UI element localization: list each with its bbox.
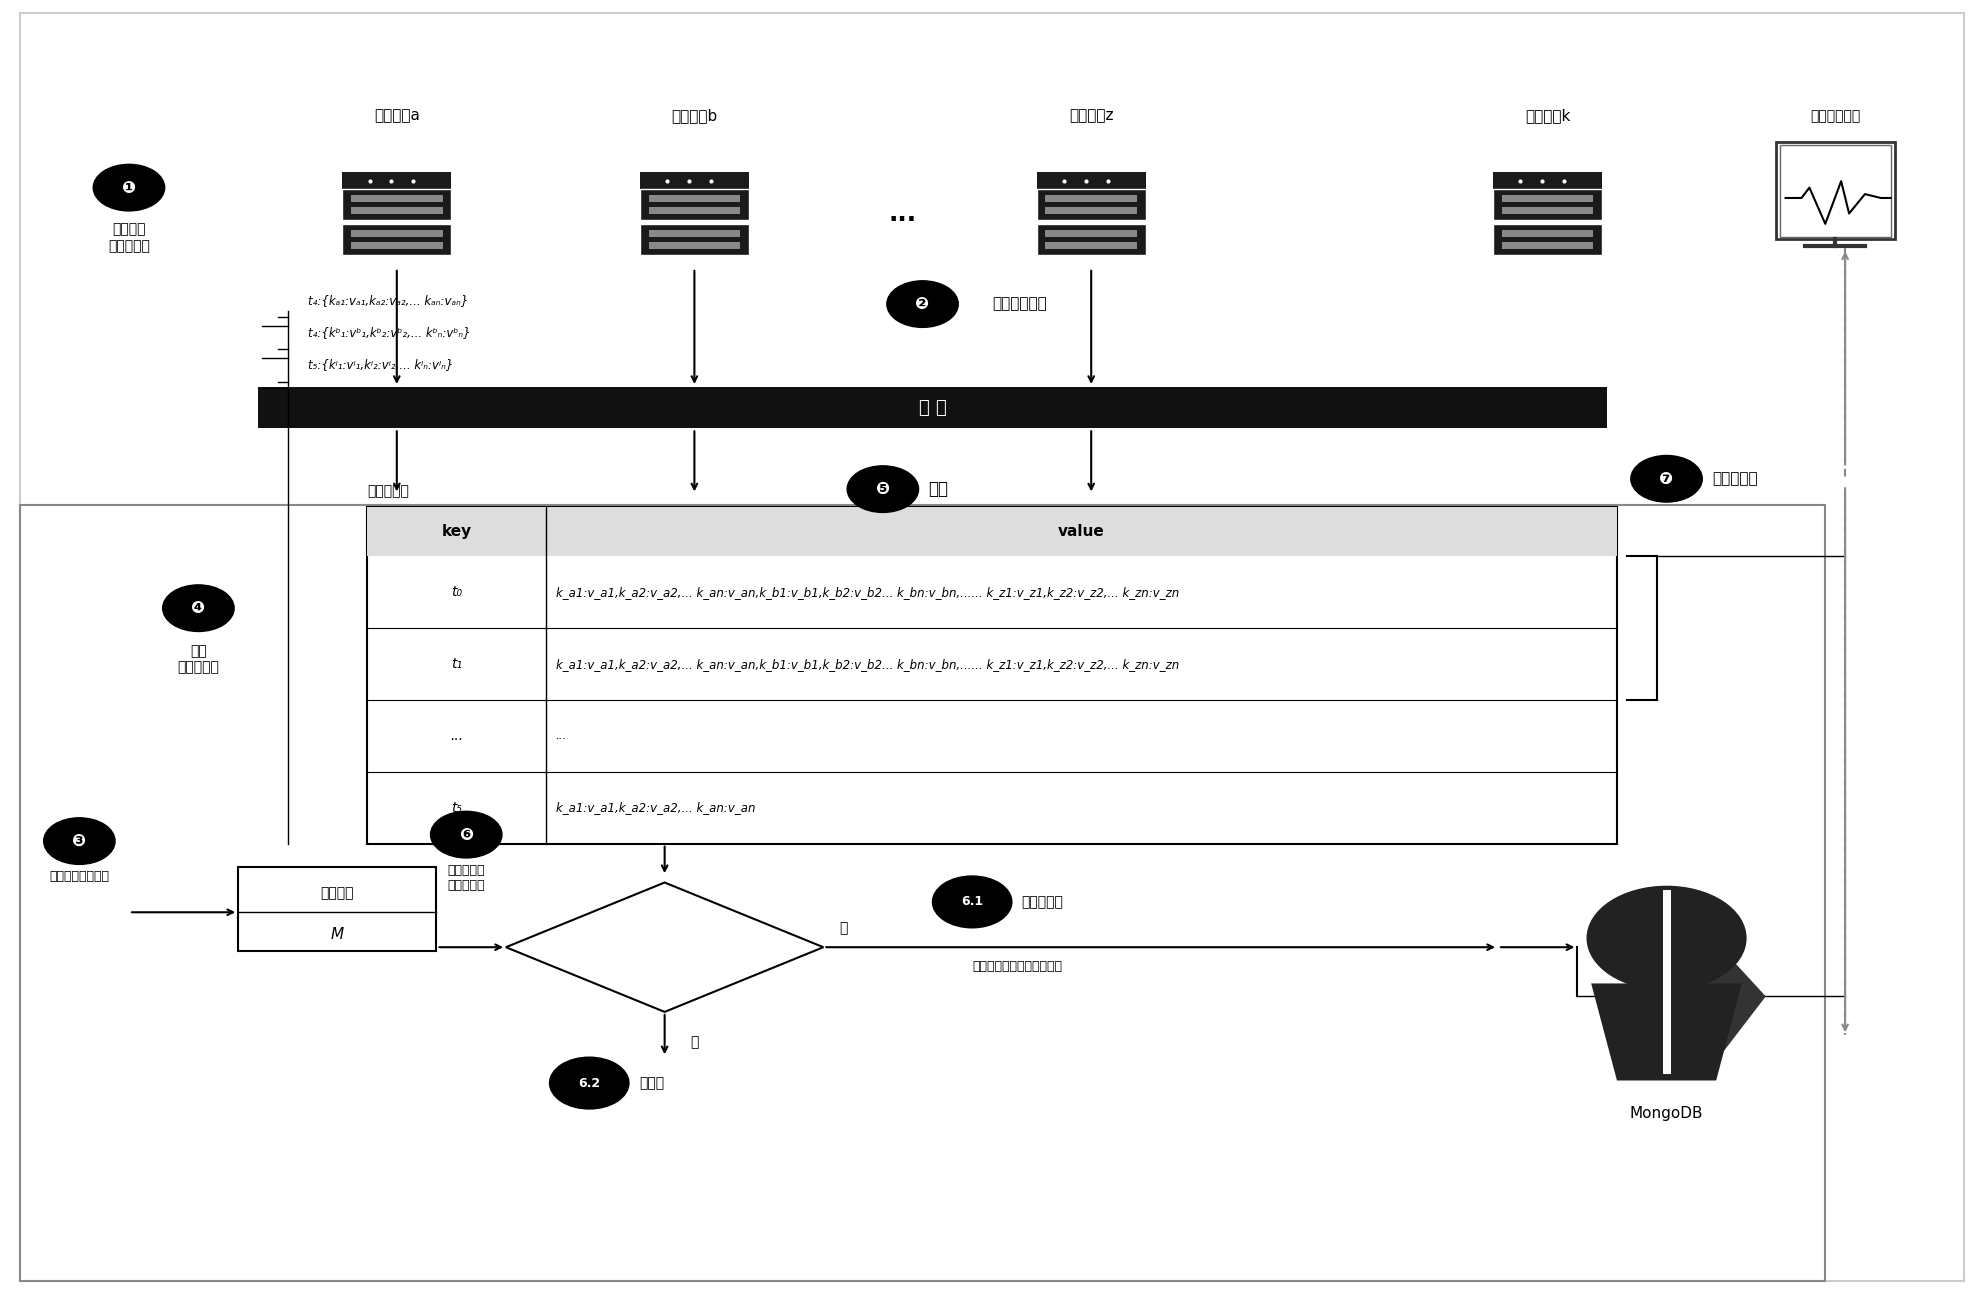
Text: t₅: t₅ bbox=[450, 801, 462, 815]
Polygon shape bbox=[1591, 983, 1742, 1080]
FancyBboxPatch shape bbox=[1502, 230, 1593, 237]
Text: value: value bbox=[1057, 524, 1105, 540]
FancyBboxPatch shape bbox=[1492, 189, 1603, 220]
Circle shape bbox=[44, 818, 115, 864]
Text: 判断数据集
成是否完成: 判断数据集 成是否完成 bbox=[448, 864, 484, 893]
Polygon shape bbox=[506, 883, 823, 1012]
Text: t₄:{kᵇ₁:vᵇ₁,kᵇ₂:vᵇ₂,... kᵇₙ:vᵇₙ}: t₄:{kᵇ₁:vᵇ₁,kᵇ₂:vᵇ₂,... kᵇₙ:vᵇₙ} bbox=[308, 326, 470, 339]
Text: 规范数据格式: 规范数据格式 bbox=[992, 296, 1048, 312]
Text: 功能模块b: 功能模块b bbox=[671, 107, 718, 123]
FancyBboxPatch shape bbox=[367, 507, 1617, 556]
FancyBboxPatch shape bbox=[639, 189, 748, 220]
Circle shape bbox=[1587, 886, 1746, 990]
Text: ...: ... bbox=[556, 730, 567, 743]
Text: ❸: ❸ bbox=[71, 832, 87, 850]
Text: 接 口: 接 口 bbox=[919, 399, 946, 417]
Text: k_a1:v_a1,k_a2:v_a2,... k_an:v_an,k_b1:v_b1,k_b2:v_b2... k_bn:v_bn,...... k_z1:v: k_a1:v_a1,k_a2:v_a2,... k_an:v_an,k_b1:v… bbox=[556, 657, 1178, 670]
FancyBboxPatch shape bbox=[258, 387, 1607, 428]
Text: 存入数据库: 存入数据库 bbox=[1022, 895, 1063, 908]
Text: 数据暂存区: 数据暂存区 bbox=[367, 484, 409, 498]
Text: ❺: ❺ bbox=[875, 480, 891, 498]
FancyBboxPatch shape bbox=[1038, 172, 1147, 189]
FancyBboxPatch shape bbox=[1502, 195, 1593, 202]
Circle shape bbox=[847, 466, 919, 512]
FancyBboxPatch shape bbox=[649, 230, 740, 237]
Text: 否: 否 bbox=[690, 1035, 698, 1049]
FancyBboxPatch shape bbox=[351, 242, 442, 250]
Circle shape bbox=[887, 281, 958, 327]
FancyBboxPatch shape bbox=[1502, 207, 1593, 214]
Text: ❶: ❶ bbox=[121, 179, 137, 197]
Text: 集成: 集成 bbox=[929, 480, 948, 498]
Text: 更新数据库: 更新数据库 bbox=[1712, 471, 1758, 487]
FancyBboxPatch shape bbox=[1046, 230, 1137, 237]
Text: key: key bbox=[440, 524, 472, 540]
Text: t₅:{kᵎ₁:vᵎ₁,kᵎ₂:vᵎ₂,... kᵎₙ:vᵎₙ}: t₅:{kᵎ₁:vᵎ₁,kᵎ₂:vᵎ₂,... kᵎₙ:vᵎₙ} bbox=[308, 358, 452, 371]
Text: 6.2: 6.2 bbox=[577, 1077, 601, 1090]
Text: 功能模块k: 功能模块k bbox=[1526, 107, 1569, 123]
Circle shape bbox=[550, 1057, 629, 1109]
FancyBboxPatch shape bbox=[639, 172, 748, 189]
Text: 从数据暂存区删除相应条目: 从数据暂存区删除相应条目 bbox=[972, 960, 1061, 973]
FancyBboxPatch shape bbox=[1502, 242, 1593, 250]
Text: 是: 是 bbox=[839, 921, 847, 934]
Text: ❷: ❷ bbox=[915, 295, 930, 313]
FancyBboxPatch shape bbox=[341, 224, 452, 255]
Text: ❼: ❼ bbox=[1659, 470, 1674, 488]
Text: 预执行行
各功能模块: 预执行行 各功能模块 bbox=[107, 223, 151, 252]
FancyBboxPatch shape bbox=[1046, 207, 1137, 214]
FancyBboxPatch shape bbox=[341, 189, 452, 220]
Circle shape bbox=[163, 585, 234, 631]
FancyBboxPatch shape bbox=[20, 505, 1825, 1281]
Text: k_a1:v_a1,k_a2:v_a2,... k_an:v_an,k_b1:v_b1,k_b2:v_b2... k_bn:v_bn,...... k_z1:v: k_a1:v_a1,k_a2:v_a2,... k_an:v_an,k_b1:v… bbox=[556, 586, 1178, 599]
FancyBboxPatch shape bbox=[367, 507, 1617, 844]
FancyBboxPatch shape bbox=[1038, 224, 1147, 255]
Text: 6.1: 6.1 bbox=[960, 895, 984, 908]
Text: ❻: ❻ bbox=[458, 826, 474, 844]
Text: 智能监控系统: 智能监控系统 bbox=[1809, 109, 1861, 123]
Text: 定义
数据暂存区: 定义 数据暂存区 bbox=[177, 644, 220, 674]
Text: t₀: t₀ bbox=[450, 585, 462, 599]
Circle shape bbox=[932, 876, 1012, 928]
FancyBboxPatch shape bbox=[351, 207, 442, 214]
FancyBboxPatch shape bbox=[20, 13, 1964, 1281]
Text: 功能模块a: 功能模块a bbox=[373, 107, 421, 123]
Text: t₁: t₁ bbox=[450, 657, 462, 672]
FancyBboxPatch shape bbox=[1038, 189, 1147, 220]
Text: ...: ... bbox=[450, 729, 462, 743]
FancyBboxPatch shape bbox=[238, 867, 436, 951]
FancyBboxPatch shape bbox=[351, 195, 442, 202]
Circle shape bbox=[1631, 455, 1702, 502]
FancyBboxPatch shape bbox=[1492, 172, 1603, 189]
Text: ...: ... bbox=[889, 202, 917, 225]
Polygon shape bbox=[1667, 932, 1766, 1074]
Text: Size(Value)=M?: Size(Value)=M? bbox=[613, 941, 716, 954]
FancyBboxPatch shape bbox=[639, 224, 748, 255]
FancyBboxPatch shape bbox=[649, 242, 740, 250]
FancyBboxPatch shape bbox=[351, 230, 442, 237]
FancyBboxPatch shape bbox=[1046, 242, 1137, 250]
Text: 功能模块z: 功能模块z bbox=[1069, 107, 1113, 123]
Text: ❹: ❹ bbox=[190, 599, 206, 617]
Text: M: M bbox=[331, 927, 343, 942]
FancyBboxPatch shape bbox=[1776, 142, 1895, 239]
FancyBboxPatch shape bbox=[649, 195, 740, 202]
Text: MongoDB: MongoDB bbox=[1629, 1106, 1704, 1122]
Text: 无操作: 无操作 bbox=[639, 1077, 665, 1090]
FancyBboxPatch shape bbox=[1492, 224, 1603, 255]
Text: t₄:{kₐ₁:vₐ₁,kₐ₂:vₐ₂,... kₐₙ:vₐₙ}: t₄:{kₐ₁:vₐ₁,kₐ₂:vₐ₂,... kₐₙ:vₐₙ} bbox=[308, 294, 468, 307]
Text: 数据大小: 数据大小 bbox=[321, 886, 353, 899]
Text: k_a1:v_a1,k_a2:v_a2,... k_an:v_an: k_a1:v_a1,k_a2:v_a2,... k_an:v_an bbox=[556, 801, 756, 814]
FancyBboxPatch shape bbox=[1046, 195, 1137, 202]
FancyBboxPatch shape bbox=[341, 172, 452, 189]
Circle shape bbox=[93, 164, 165, 211]
Text: 得到预计数据大小: 得到预计数据大小 bbox=[50, 870, 109, 883]
Polygon shape bbox=[1663, 890, 1671, 1074]
Circle shape bbox=[431, 811, 502, 858]
FancyBboxPatch shape bbox=[649, 207, 740, 214]
